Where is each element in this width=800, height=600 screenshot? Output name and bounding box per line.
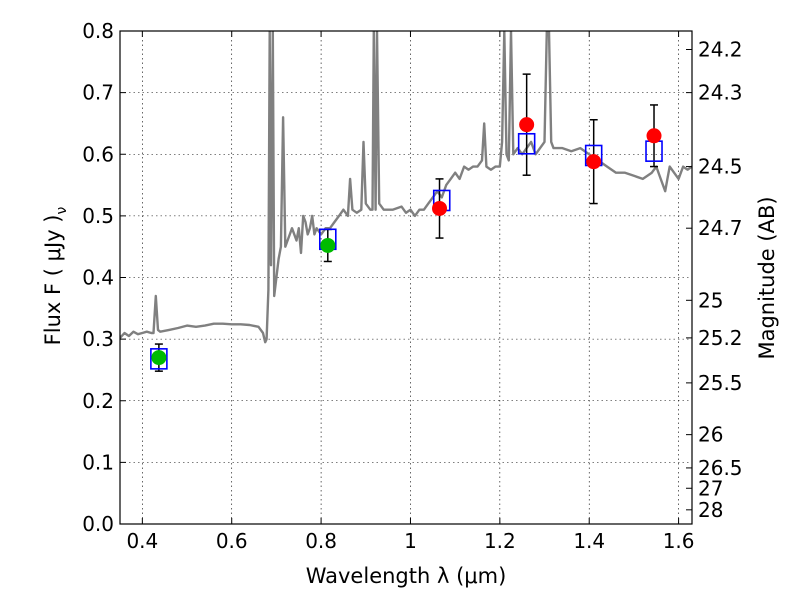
y-axis-title-part: Flux F ( μJy ) [41, 215, 65, 346]
model-box [150, 348, 168, 370]
observed-point-green [151, 350, 167, 366]
y-axis-title: Flux F ( μJy )ν [41, 207, 70, 346]
x-tick-label: 1.4 [573, 529, 605, 553]
right-axis-title: Magnitude (AB) [755, 196, 779, 359]
y-tick-label: 0.6 [82, 142, 114, 166]
y-tick-label: 0.3 [82, 327, 114, 351]
x-tick-label: 0.6 [216, 529, 248, 553]
mag-tick-label: 25.5 [698, 371, 743, 395]
x-tick-label: 0.8 [305, 529, 337, 553]
x-tick-label: 0.4 [126, 529, 158, 553]
y-tick-label: 0.0 [82, 512, 114, 536]
x-tick-label: 1.6 [663, 529, 695, 553]
y-tick-label: 0.7 [82, 81, 114, 105]
y-tick-label: 0.8 [82, 19, 114, 43]
observed-point-red [519, 117, 535, 133]
axis-ticks: 0.4 0.6 0.8 1 1.2 1.4 1.6 0.0 0.1 0.2 0.3 0.4 0.5 0.6… [82, 19, 742, 553]
model-box [517, 132, 536, 155]
x-axis-title: Wavelength λ (μm) [306, 564, 507, 588]
observed-point-red [432, 200, 448, 216]
photometry-points [150, 73, 663, 372]
spectrum-layer [120, 31, 692, 344]
mag-tick-label: 27 [698, 476, 723, 500]
y-tick-label: 0.1 [82, 450, 114, 474]
y-tick-label: 0.4 [82, 266, 114, 290]
mag-tick-label: 24.7 [698, 216, 743, 240]
observed-point-red [646, 128, 662, 144]
mag-tick-label: 26.5 [698, 456, 743, 480]
mag-tick-label: 24.2 [698, 37, 743, 61]
y-tick-label: 0.5 [82, 204, 114, 228]
mag-tick-label: 24.3 [698, 81, 743, 105]
y-axis-title-subscript: ν [54, 207, 70, 215]
x-tick-label: 1 [404, 529, 417, 553]
x-tick-label: 1.2 [484, 529, 516, 553]
mag-tick-label: 26 [698, 423, 723, 447]
spectrum-line [120, 31, 692, 344]
grid-lines [120, 30, 692, 525]
observed-point-red [586, 154, 602, 170]
mag-tick-label: 25 [698, 288, 723, 312]
y-tick-label: 0.2 [82, 389, 114, 413]
mag-tick-label: 24.5 [698, 155, 743, 179]
observed-point-green [320, 237, 336, 253]
mag-tick-label: 25.2 [698, 326, 743, 350]
mag-tick-label: 28 [698, 498, 723, 522]
